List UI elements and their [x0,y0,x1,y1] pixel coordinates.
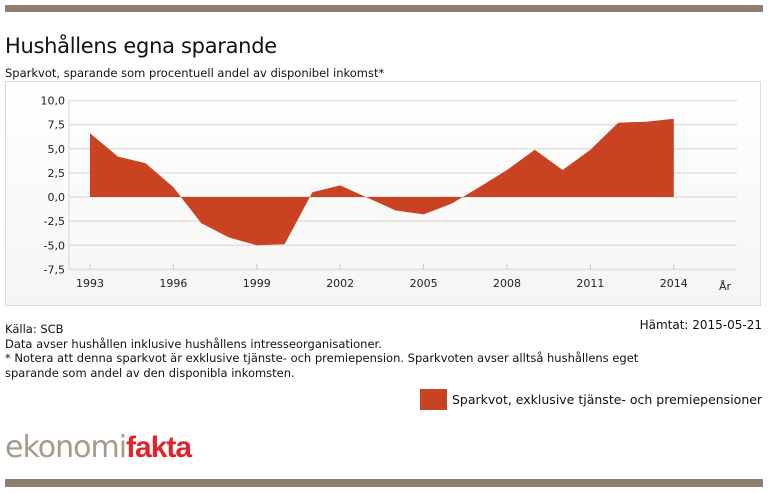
logo-part-ekonomi: ekonomi [5,430,127,465]
x-axis-label: År [719,280,732,293]
svg-text:2008: 2008 [493,277,521,290]
svg-text:2002: 2002 [326,277,354,290]
note-line-2: * Notera att denna sparkvot är exklusive… [5,351,639,365]
svg-text:2014: 2014 [660,277,688,290]
svg-text:2,5: 2,5 [48,167,66,180]
x-axis: 1993 1996 1999 2002 2005 2008 2011 2014 [76,264,688,290]
legend-swatch [420,389,447,410]
note-line-1: Data avser hushållen inklusive hushållen… [5,336,382,351]
svg-text:7,5: 7,5 [48,119,66,132]
note-line-3: sparande som andel av den disponibla ink… [5,365,295,380]
svg-text:-7,5: -7,5 [44,263,65,276]
fetched-date: Hämtat: 2015-05-21 [639,318,762,332]
chart-subtitle: Sparkvot, sparande som procentuell andel… [5,66,385,80]
ekonomifakta-logo[interactable]: ekonomifakta [5,430,192,465]
svg-text:1993: 1993 [76,277,104,290]
svg-text:0,0: 0,0 [48,191,66,204]
logo-part-fakta: fakta [126,431,192,464]
source-label: Källa: SCB [5,322,64,336]
legend-label: Sparkvot, exklusive tjänste- och premiep… [452,392,763,407]
top-divider-bar [5,5,763,12]
source-notes: Källa: SCB Data avser hushållen inklusiv… [5,322,638,380]
y-axis: 10,0 7,5 5,0 2,5 0,0 -2,5 -5,0 -7,5 [41,95,66,277]
svg-text:1999: 1999 [243,277,271,290]
svg-text:2005: 2005 [410,277,438,290]
svg-text:2011: 2011 [576,277,604,290]
svg-text:10,0: 10,0 [41,95,66,108]
chart-legend: Sparkvot, exklusive tjänste- och premiep… [420,389,762,410]
svg-text:1996: 1996 [159,277,187,290]
svg-text:-5,0: -5,0 [44,239,65,252]
bottom-divider-bar [5,479,763,487]
page-title: Hushållens egna sparande [5,34,277,58]
area-chart: 10,07,55,02,50,0-2,5-5,0-7,5 1993 1996 199… [41,95,737,293]
svg-text:-2,5: -2,5 [44,215,65,228]
savings-rate-area [90,118,674,246]
svg-text:5,0: 5,0 [48,143,66,156]
